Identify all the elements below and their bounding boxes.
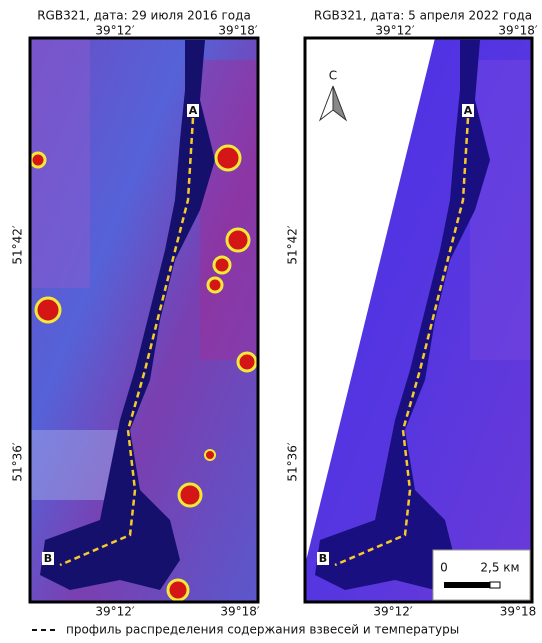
satellite-image: A B С 0 2,5 км <box>305 38 532 602</box>
top-coord: 39°12′ <box>95 24 135 38</box>
left-coord: 51°42′ <box>11 225 25 265</box>
profile-start: A <box>189 104 198 117</box>
profile-start: A <box>464 104 473 117</box>
bottom-coord: 39°18 <box>500 605 537 619</box>
bottom-coord: 39°12′ <box>95 605 135 619</box>
profile-end: B <box>319 552 327 565</box>
profile-end: B <box>44 552 52 565</box>
scale-end: 2,5 км <box>480 561 519 575</box>
left-coord: 51°42′ <box>286 225 300 265</box>
bottom-coord: 39°18′ <box>220 605 260 619</box>
left-coord: 51°36′ <box>11 442 25 482</box>
bottom-coord: 39°12′ <box>373 605 413 619</box>
top-coord: 39°18′ <box>218 24 258 38</box>
map-figure: RGB321, дата: 29 июля 2016 года 39°12′ 3… <box>0 0 542 639</box>
panel-left: RGB321, дата: 29 июля 2016 года 39°12′ 3… <box>11 9 260 619</box>
top-coord: 39°18′ <box>498 24 538 38</box>
scale-bar: 0 2,5 км <box>433 550 530 600</box>
scale-start: 0 <box>440 561 448 575</box>
panel-title: RGB321, дата: 5 апреля 2022 года <box>314 9 532 23</box>
panel-right: RGB321, дата: 5 апреля 2022 года 39°12′ … <box>286 9 538 619</box>
left-coord: 51°36′ <box>286 442 300 482</box>
legend-label: профиль распределения содержания взвесей… <box>66 623 459 637</box>
legend: профиль распределения содержания взвесей… <box>32 623 459 637</box>
panel-title: RGB321, дата: 29 июля 2016 года <box>37 9 251 23</box>
top-coord: 39°12′ <box>375 24 415 38</box>
satellite-image: A B <box>30 38 258 602</box>
north-label: С <box>329 69 337 83</box>
